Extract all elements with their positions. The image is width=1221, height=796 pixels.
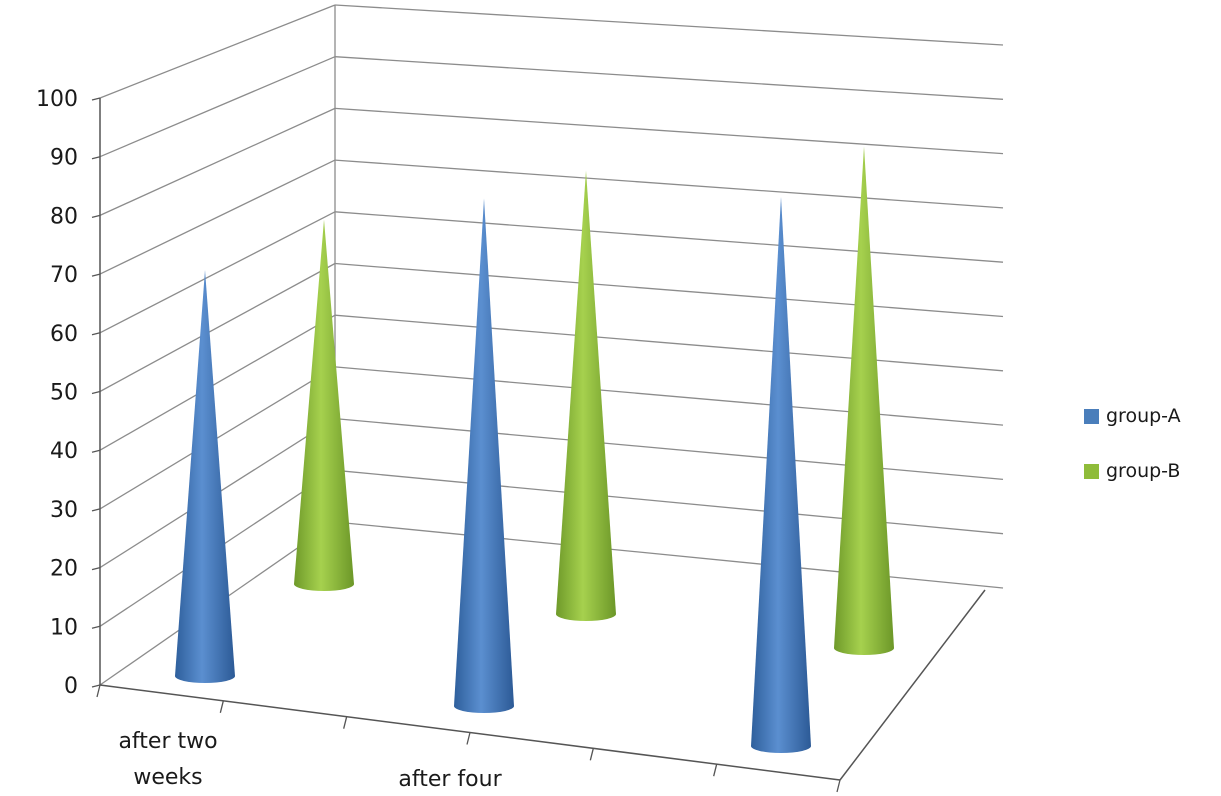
y-tick-label: 10: [50, 615, 78, 640]
gridlines: [99, 4, 1004, 686]
gridline-left-wall: [99, 56, 336, 158]
cone-group-B-0: [294, 219, 354, 591]
gridline-left-wall: [99, 262, 336, 393]
y-tick-mark: [91, 214, 101, 219]
cone-marks: [175, 146, 894, 753]
floor-right-edge: [839, 589, 986, 781]
legend-label: group-B: [1106, 460, 1180, 482]
gridline-back-wall: [334, 521, 1004, 589]
y-tick-label: 70: [50, 263, 78, 288]
gridline-left-wall: [99, 4, 336, 99]
y-tick-mark: [91, 449, 101, 453]
y-tick-mark: [91, 390, 101, 395]
cone-body: [454, 198, 514, 714]
y-tick-label: 80: [50, 204, 78, 229]
cone-group-B-1: [556, 170, 616, 622]
x-axis-tick: [219, 700, 224, 713]
y-tick-mark: [91, 508, 101, 512]
y-tick-mark: [91, 566, 101, 571]
y-tick-label: 60: [50, 322, 78, 347]
x-category-label: weeks: [133, 765, 202, 790]
y-tick-mark: [91, 625, 101, 629]
cone-body: [175, 270, 235, 683]
y-tick-mark: [91, 332, 101, 336]
gridline-back-wall: [334, 314, 1004, 372]
x-category-label: after four: [398, 767, 502, 792]
x-axis-tick: [836, 779, 841, 793]
gridline-back-wall: [334, 159, 1004, 209]
gridline-left-wall: [99, 314, 336, 451]
gridline-left-wall: [99, 366, 336, 510]
y-tick-label: 50: [50, 381, 78, 406]
legend: group-A group-B: [1084, 405, 1181, 482]
gridline-back-wall: [334, 56, 1004, 100]
legend-swatch: [1084, 464, 1099, 479]
y-tick-label: 100: [36, 87, 78, 112]
legend-swatch: [1084, 409, 1099, 424]
cone-group-B-2: [834, 146, 894, 655]
gridline-back-wall: [334, 469, 1004, 535]
y-axis-ticks: 0 10 20 30 40 50 60 70 80 90 100: [36, 87, 101, 699]
cone-body: [834, 146, 894, 655]
x-category-label: after two: [118, 729, 217, 754]
y-tick-mark: [91, 684, 101, 688]
x-axis-tick: [96, 684, 101, 698]
y-tick-mark: [91, 156, 101, 160]
y-tick-label: 90: [50, 146, 78, 171]
cone-group-A-2: [751, 196, 811, 753]
y-tick-label: 0: [64, 674, 78, 699]
x-axis-tick: [713, 764, 718, 777]
gridline-left-wall: [99, 211, 336, 334]
x-axis-tick: [343, 716, 348, 729]
gridline-back-wall: [334, 211, 1004, 263]
cone-group-A-0: [175, 270, 235, 683]
x-axis-tick: [466, 732, 471, 745]
gridline-back-wall: [334, 262, 1004, 318]
y-tick-mark: [91, 273, 101, 277]
cone-group-A-1: [454, 198, 514, 714]
gridline-back-wall: [334, 4, 1004, 46]
gridline-back-wall: [334, 107, 1004, 155]
cone-body: [294, 219, 354, 591]
cone-body: [751, 196, 811, 753]
gridline-left-wall: [99, 159, 336, 275]
gridline-back-wall: [334, 417, 1004, 481]
x-axis-labels: after two weeks after four: [118, 729, 502, 792]
gridline-back-wall: [334, 366, 1004, 426]
cone-body: [556, 170, 616, 622]
y-tick-label: 20: [50, 557, 78, 582]
y-tick-label: 30: [50, 498, 78, 523]
gridline-left-wall: [99, 107, 336, 216]
y-tick-label: 40: [50, 439, 78, 464]
legend-label: group-A: [1106, 405, 1181, 427]
x-axis-tick: [589, 748, 594, 761]
y-tick-mark: [91, 97, 101, 101]
